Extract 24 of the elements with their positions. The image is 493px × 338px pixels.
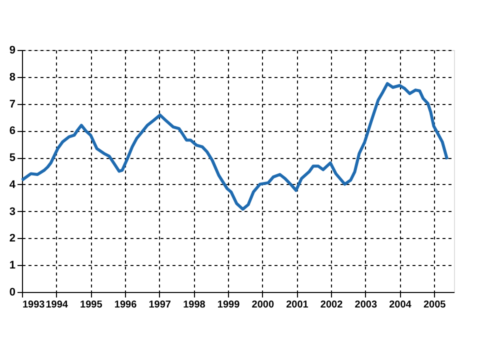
x-tick-label: 1997 — [148, 300, 172, 310]
y-tick-label: 0 — [9, 286, 16, 298]
line-series — [20, 82, 449, 211]
x-tick-label: 1996 — [114, 300, 138, 310]
x-tick-label: 2005 — [423, 300, 446, 310]
x-tick-label: 2003 — [354, 300, 378, 310]
y-tick-label: 3 — [9, 206, 16, 218]
y-tick-label: 8 — [9, 71, 16, 84]
y-tick-label: 7 — [9, 98, 16, 110]
x-tick-label: 1998 — [183, 300, 206, 310]
y-tick-label: 6 — [9, 125, 16, 138]
x-tick-label: 2000 — [252, 300, 274, 310]
x-tick-label: 2002 — [320, 300, 344, 310]
y-tick-label: 2 — [9, 232, 16, 245]
x-tick-label: 2001 — [286, 300, 309, 310]
x-tick-label: 2004 — [389, 300, 412, 310]
y-tick-label: 9 — [9, 44, 16, 56]
x-tick-label: 1999 — [217, 300, 240, 310]
y-tick-label: 5 — [9, 152, 16, 164]
x-tick-label: 1994 — [46, 300, 68, 310]
x-tick-label: 1993 — [22, 300, 46, 310]
y-tick-label: 4 — [9, 178, 16, 191]
x-tick-label: 1995 — [80, 300, 103, 310]
y-tick-label: 1 — [9, 260, 16, 272]
